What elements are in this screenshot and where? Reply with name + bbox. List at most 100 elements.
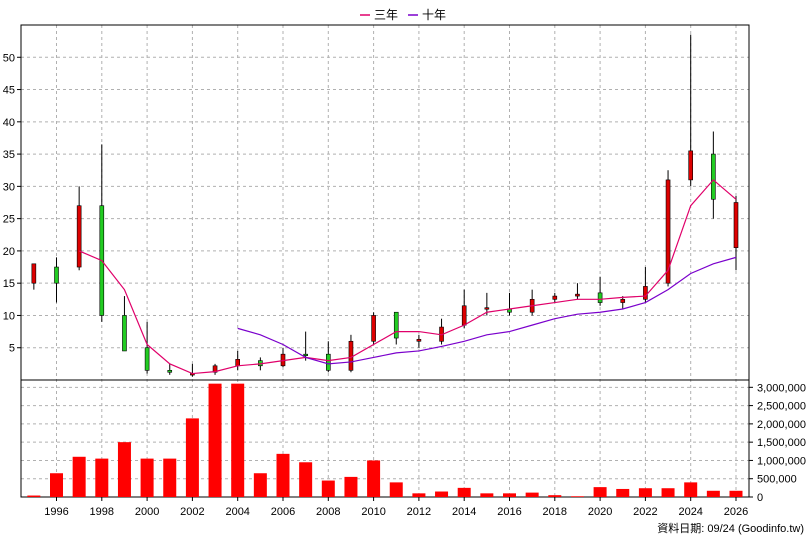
- year-axis-ticks: 1996 1998 2000 2002 2004 2006 2008 2010 2012 2014…: [44, 497, 748, 518]
- volume-bar: [27, 495, 41, 497]
- candle-body: [711, 153, 716, 200]
- price-tick-label: 30: [3, 181, 15, 193]
- price-tick-label: 25: [3, 214, 15, 226]
- volume-bar: [140, 458, 154, 497]
- year-tick-label: 2024: [678, 506, 702, 518]
- volume-bar: [344, 476, 358, 497]
- candle-body: [54, 266, 59, 284]
- price-tick-label: 40: [3, 117, 15, 129]
- price-tick-label: 5: [9, 343, 15, 355]
- candle-body: [303, 353, 308, 356]
- candle-body: [484, 307, 490, 310]
- volume-bar: [457, 487, 471, 497]
- volume-axis-ticks: 0 500,000 1,000,000 1,500,000 2,000,000 2,500…: [749, 382, 806, 504]
- candle-body: [144, 347, 150, 371]
- candle-body: [643, 286, 648, 300]
- volume-bar: [638, 488, 652, 497]
- price-tick-label: 35: [3, 149, 15, 161]
- candle-body: [575, 293, 580, 297]
- candle-body: [461, 305, 467, 326]
- volume-bar: [570, 496, 584, 497]
- candle-body: [393, 311, 399, 339]
- year-tick-label: 1996: [44, 506, 68, 518]
- volume-bar: [525, 492, 539, 497]
- price-tick-label: 50: [3, 52, 15, 64]
- year-tick-label: 2018: [543, 506, 567, 518]
- volume-bar: [684, 482, 698, 497]
- volume-bar: [389, 482, 403, 497]
- price-axis-ticks: 5 10 15 20 25 30 35 40 45 50: [3, 52, 21, 355]
- volume-tick-label: 500,000: [757, 474, 797, 486]
- volume-bar: [253, 473, 267, 497]
- moving-average-lines: [78, 179, 737, 375]
- volume-bar: [616, 488, 630, 497]
- volume-bar: [231, 383, 245, 497]
- legend-label: 三年: [374, 8, 398, 22]
- volume-bar: [548, 495, 562, 497]
- year-tick-label: 1998: [90, 506, 114, 518]
- candle-body: [620, 299, 626, 303]
- price-tick-label: 15: [3, 278, 15, 290]
- price-tick-label: 10: [3, 310, 15, 322]
- volume-bar: [503, 493, 516, 497]
- candle-body: [597, 292, 603, 303]
- year-tick-label: 2006: [271, 506, 295, 518]
- candle-body: [416, 339, 422, 342]
- year-tick-label: 2000: [135, 506, 159, 518]
- volume-bar: [412, 493, 426, 497]
- volume-bar: [72, 456, 86, 497]
- volume-bar: [299, 462, 313, 497]
- year-tick-label: 2004: [225, 506, 249, 518]
- volume-bar: [163, 458, 177, 497]
- volume-bar: [661, 488, 675, 497]
- year-tick-label: 2008: [316, 506, 340, 518]
- volume-bar: [706, 490, 720, 497]
- candle-body: [122, 315, 127, 352]
- candle-body: [76, 205, 82, 268]
- candle-body: [31, 263, 37, 284]
- year-tick-label: 2014: [452, 506, 476, 518]
- candle-body: [235, 359, 240, 367]
- volume-bar: [367, 460, 381, 497]
- year-tick-label: 2020: [588, 506, 612, 518]
- year-tick-label: 2002: [180, 506, 204, 518]
- volume-bars: [27, 383, 743, 497]
- candle-body: [167, 370, 173, 373]
- volume-bar: [480, 493, 494, 497]
- price-panel-frame: [20, 24, 750, 381]
- candle-body: [371, 315, 376, 342]
- volume-bar: [208, 383, 222, 497]
- volume-bar: [95, 458, 109, 497]
- price-tick-label: 45: [3, 85, 15, 97]
- volume-tick-label: 2,000,000: [757, 419, 806, 431]
- year-tick-label: 2010: [361, 506, 385, 518]
- series-line: [237, 256, 737, 365]
- price-tick-label: 20: [3, 246, 15, 258]
- candlesticks: [31, 34, 739, 377]
- volume-tick-label: 2,500,000: [757, 401, 806, 413]
- chart-frames: [20, 24, 750, 498]
- year-tick-label: 2016: [497, 506, 521, 518]
- candle-body: [733, 202, 739, 248]
- volume-tick-label: 3,000,000: [757, 382, 806, 394]
- candle-body: [688, 150, 694, 181]
- volume-bar: [276, 453, 290, 497]
- volume-tick-label: 1,000,000: [757, 455, 806, 467]
- volume-bar: [321, 480, 335, 497]
- year-tick-label: 2012: [407, 506, 431, 518]
- volume-bar: [50, 473, 63, 497]
- candle-body: [325, 353, 331, 371]
- volume-tick-label: 1,500,000: [757, 437, 806, 449]
- candle-body: [348, 340, 354, 371]
- volume-bar: [435, 491, 449, 497]
- legend-label: 十年: [422, 8, 446, 22]
- volume-panel-frame: [20, 379, 750, 498]
- volume-bar: [185, 418, 199, 497]
- volume-bar: [593, 487, 607, 497]
- volume-bar: [729, 490, 743, 497]
- volume-tick-label: 0: [757, 492, 763, 504]
- chart-legend: 三年 十年: [360, 8, 446, 22]
- candle-body: [552, 295, 558, 300]
- candle-body: [212, 365, 218, 373]
